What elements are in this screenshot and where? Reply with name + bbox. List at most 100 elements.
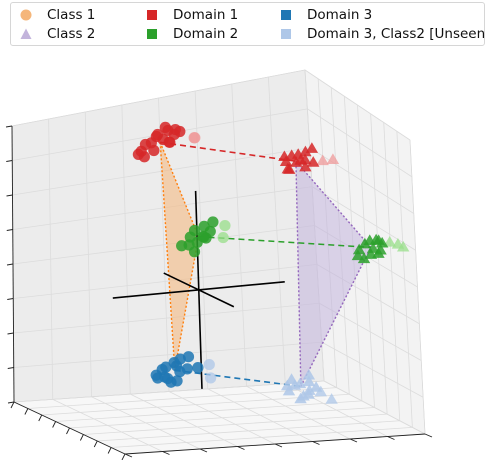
axis-ticks (5, 125, 433, 460)
data-point (375, 236, 389, 248)
grid-line (304, 69, 411, 141)
data-point (148, 144, 160, 157)
y-tick (274, 443, 283, 448)
faded-point (219, 219, 231, 232)
legend-marker (13, 24, 39, 44)
x-tick (10, 401, 15, 409)
legend-label: Domain 3 (307, 7, 373, 23)
grid-line (409, 139, 426, 435)
x-tick (79, 434, 84, 441)
domain-link (198, 235, 371, 249)
legend-marker (273, 5, 299, 25)
data-point (207, 216, 219, 228)
legend-item-domain-2: Domain 2 (139, 24, 238, 44)
data-point (160, 361, 172, 373)
faded-point (326, 153, 340, 165)
grid-line (97, 420, 400, 442)
data-point (303, 384, 316, 395)
data-point (302, 375, 316, 387)
grid-line (111, 426, 413, 448)
domain-link (160, 141, 297, 163)
data-point (298, 153, 312, 165)
data-point (293, 377, 307, 389)
y-tick (312, 441, 320, 445)
data-point (285, 373, 298, 384)
grid-line (383, 122, 401, 421)
data-point (159, 121, 171, 133)
x-tick (107, 447, 112, 454)
y-tick (349, 438, 358, 443)
grid-line (12, 225, 315, 265)
legend-item-class-2: Class 2 (13, 24, 95, 44)
z-tick (6, 160, 13, 162)
z-tick (7, 401, 15, 404)
data-point (351, 249, 365, 261)
origin-axes (112, 190, 285, 389)
faded-point (316, 154, 329, 166)
x-tick (66, 427, 70, 435)
z-tick (5, 125, 13, 128)
legend-marker (139, 24, 165, 44)
grid-line (307, 108, 413, 178)
class-region (159, 142, 200, 371)
data-point (364, 248, 378, 259)
y-tick (237, 446, 245, 450)
origin-axis-line (194, 190, 203, 389)
z-tick (7, 298, 14, 300)
grid-line (83, 413, 388, 435)
grid-line (12, 186, 313, 230)
legend-marker (139, 5, 165, 25)
x-tick (24, 408, 29, 415)
domain-link (174, 369, 301, 388)
legend-item-domain-1: Domain 1 (139, 5, 238, 25)
data-point (174, 366, 186, 378)
data-point (188, 246, 201, 258)
data-point (363, 234, 376, 245)
faded-point (396, 240, 410, 252)
z-tick (6, 194, 13, 197)
grid-line (267, 76, 286, 384)
data-point (307, 156, 320, 167)
legend-label: Domain 3, Class2 [Unseen] (307, 26, 485, 42)
legend-item-domain-3: Domain 3 (273, 5, 372, 25)
grid-line (323, 380, 426, 435)
data-point (299, 160, 312, 172)
data-point (290, 156, 303, 167)
z-tick (6, 229, 13, 231)
legend: Class 1 Domain 1 Domain 3 Class 2 Domain… (10, 2, 485, 46)
data-point (281, 162, 295, 174)
grid-line (207, 388, 313, 442)
data-point (192, 362, 204, 374)
data-point (139, 138, 152, 151)
data-point (374, 243, 387, 255)
data-point (302, 368, 316, 380)
grid-line (246, 385, 351, 440)
faded-point (383, 235, 396, 247)
legend-label: Class 2 (47, 26, 96, 42)
legend-label: Domain 2 (173, 26, 239, 42)
z-tick (7, 367, 14, 369)
class-region (295, 159, 372, 387)
data-point (309, 381, 323, 392)
x-tick (121, 453, 126, 460)
data-point (132, 148, 144, 161)
y-tick (424, 433, 433, 438)
data-point (305, 142, 319, 153)
z-tick (7, 332, 14, 335)
data-point (357, 252, 371, 264)
grid-line (11, 69, 306, 127)
faded-point (203, 358, 215, 371)
data-point (162, 372, 174, 385)
data-point (294, 392, 307, 404)
faded-point (189, 132, 201, 144)
grid-line (309, 147, 414, 214)
data-point (174, 353, 186, 365)
data-point (152, 372, 164, 384)
grid-line (370, 113, 388, 415)
data-point (197, 230, 209, 243)
data-point (171, 375, 183, 387)
faded-point (205, 372, 217, 384)
faded-point (217, 231, 229, 244)
y-tick (199, 448, 208, 453)
